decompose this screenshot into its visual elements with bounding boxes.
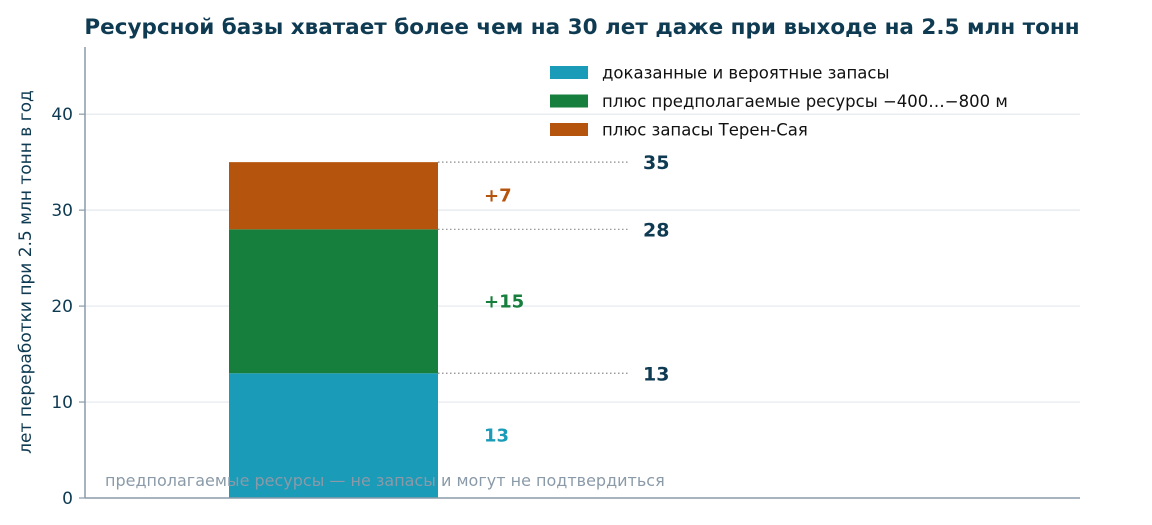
y-tick-label: 40 — [51, 105, 73, 125]
legend-swatch — [550, 123, 588, 136]
bar-segment — [229, 229, 438, 374]
total-leader-lines: 13 28 35 — [438, 152, 669, 385]
legend-swatch — [550, 66, 588, 79]
y-tick-label: 10 — [51, 393, 73, 413]
legend-swatch — [550, 94, 588, 108]
bar-segment — [229, 162, 438, 230]
legend-label: доказанные и вероятные запасы — [602, 64, 890, 83]
segment-value-label: +7 — [484, 186, 512, 207]
legend-label: плюс запасы Терен-Сая — [602, 121, 808, 140]
cumulative-total-label: 13 — [643, 363, 669, 385]
cumulative-total-label: 35 — [643, 152, 669, 174]
y-tick-label: 30 — [51, 201, 73, 221]
chart-annotation: предполагаемые ресурсы — не запасы и мог… — [105, 471, 665, 490]
y-tick-label: 20 — [51, 297, 73, 317]
y-tick-label: 0 — [62, 489, 73, 509]
bar-segment — [229, 373, 438, 498]
chart-title: Ресурсной базы хватает более чем на 30 л… — [84, 15, 1079, 40]
segment-value-label: 13 — [484, 426, 509, 447]
axes: 0 10 20 30 40 — [51, 47, 1080, 509]
cumulative-total-label: 28 — [643, 219, 669, 241]
y-axis-label: лет переработки при 2.5 млн тонн в год — [16, 90, 36, 454]
stacked-bar: 13 +15 +7 — [229, 162, 524, 498]
segment-value-label: +15 — [484, 291, 524, 312]
legend-label: плюс предполагаемые ресурсы −400…−800 м — [602, 92, 1008, 111]
legend: доказанные и вероятные запасы плюс предпо… — [550, 64, 1008, 140]
